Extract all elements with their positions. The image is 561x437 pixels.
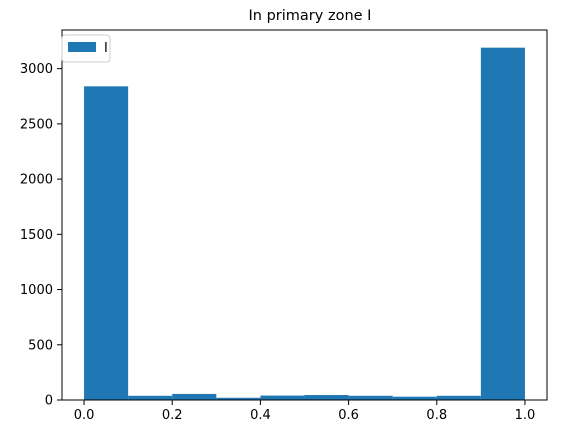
y-tick-label: 1500 (20, 228, 53, 243)
x-tick-label: 0.0 (74, 408, 95, 423)
legend-label-i: I (104, 41, 108, 56)
y-tick-label: 3000 (20, 62, 53, 77)
histogram-bar (128, 395, 173, 400)
histogram-bar (348, 395, 393, 400)
y-tick-label: 1000 (20, 283, 53, 298)
chart-title: In primary zone I (249, 8, 372, 24)
histogram-bar (304, 395, 349, 400)
x-tick-label: 0.6 (338, 408, 359, 423)
y-tick-label: 2000 (20, 173, 53, 188)
histogram-bar (260, 395, 305, 400)
y-tick-label: 2500 (20, 117, 53, 132)
histogram-bar (480, 47, 525, 401)
x-tick-label: 0.8 (426, 408, 447, 423)
histogram-bar (436, 395, 481, 400)
x-tick-label: 1.0 (515, 408, 536, 423)
y-tick-label: 500 (28, 338, 53, 353)
axes-layer (61, 29, 548, 401)
x-tick-label: 0.4 (250, 408, 271, 423)
histogram-bar (172, 393, 217, 400)
x-tick-label: 0.2 (162, 408, 183, 423)
histogram-bar (84, 86, 129, 400)
histogram-bar (392, 396, 437, 400)
histogram-bar (216, 397, 261, 400)
y-tick-label: 0 (45, 394, 53, 409)
ticks-layer: 0.0 0.2 0.4 0.6 0.8 1.0 0 500 1000 1500 2000 2500 30… (20, 62, 535, 423)
legend-swatch-i (68, 42, 96, 52)
legend: I (61, 34, 111, 63)
plot-frame (61, 29, 548, 401)
bars-layer (84, 47, 525, 401)
